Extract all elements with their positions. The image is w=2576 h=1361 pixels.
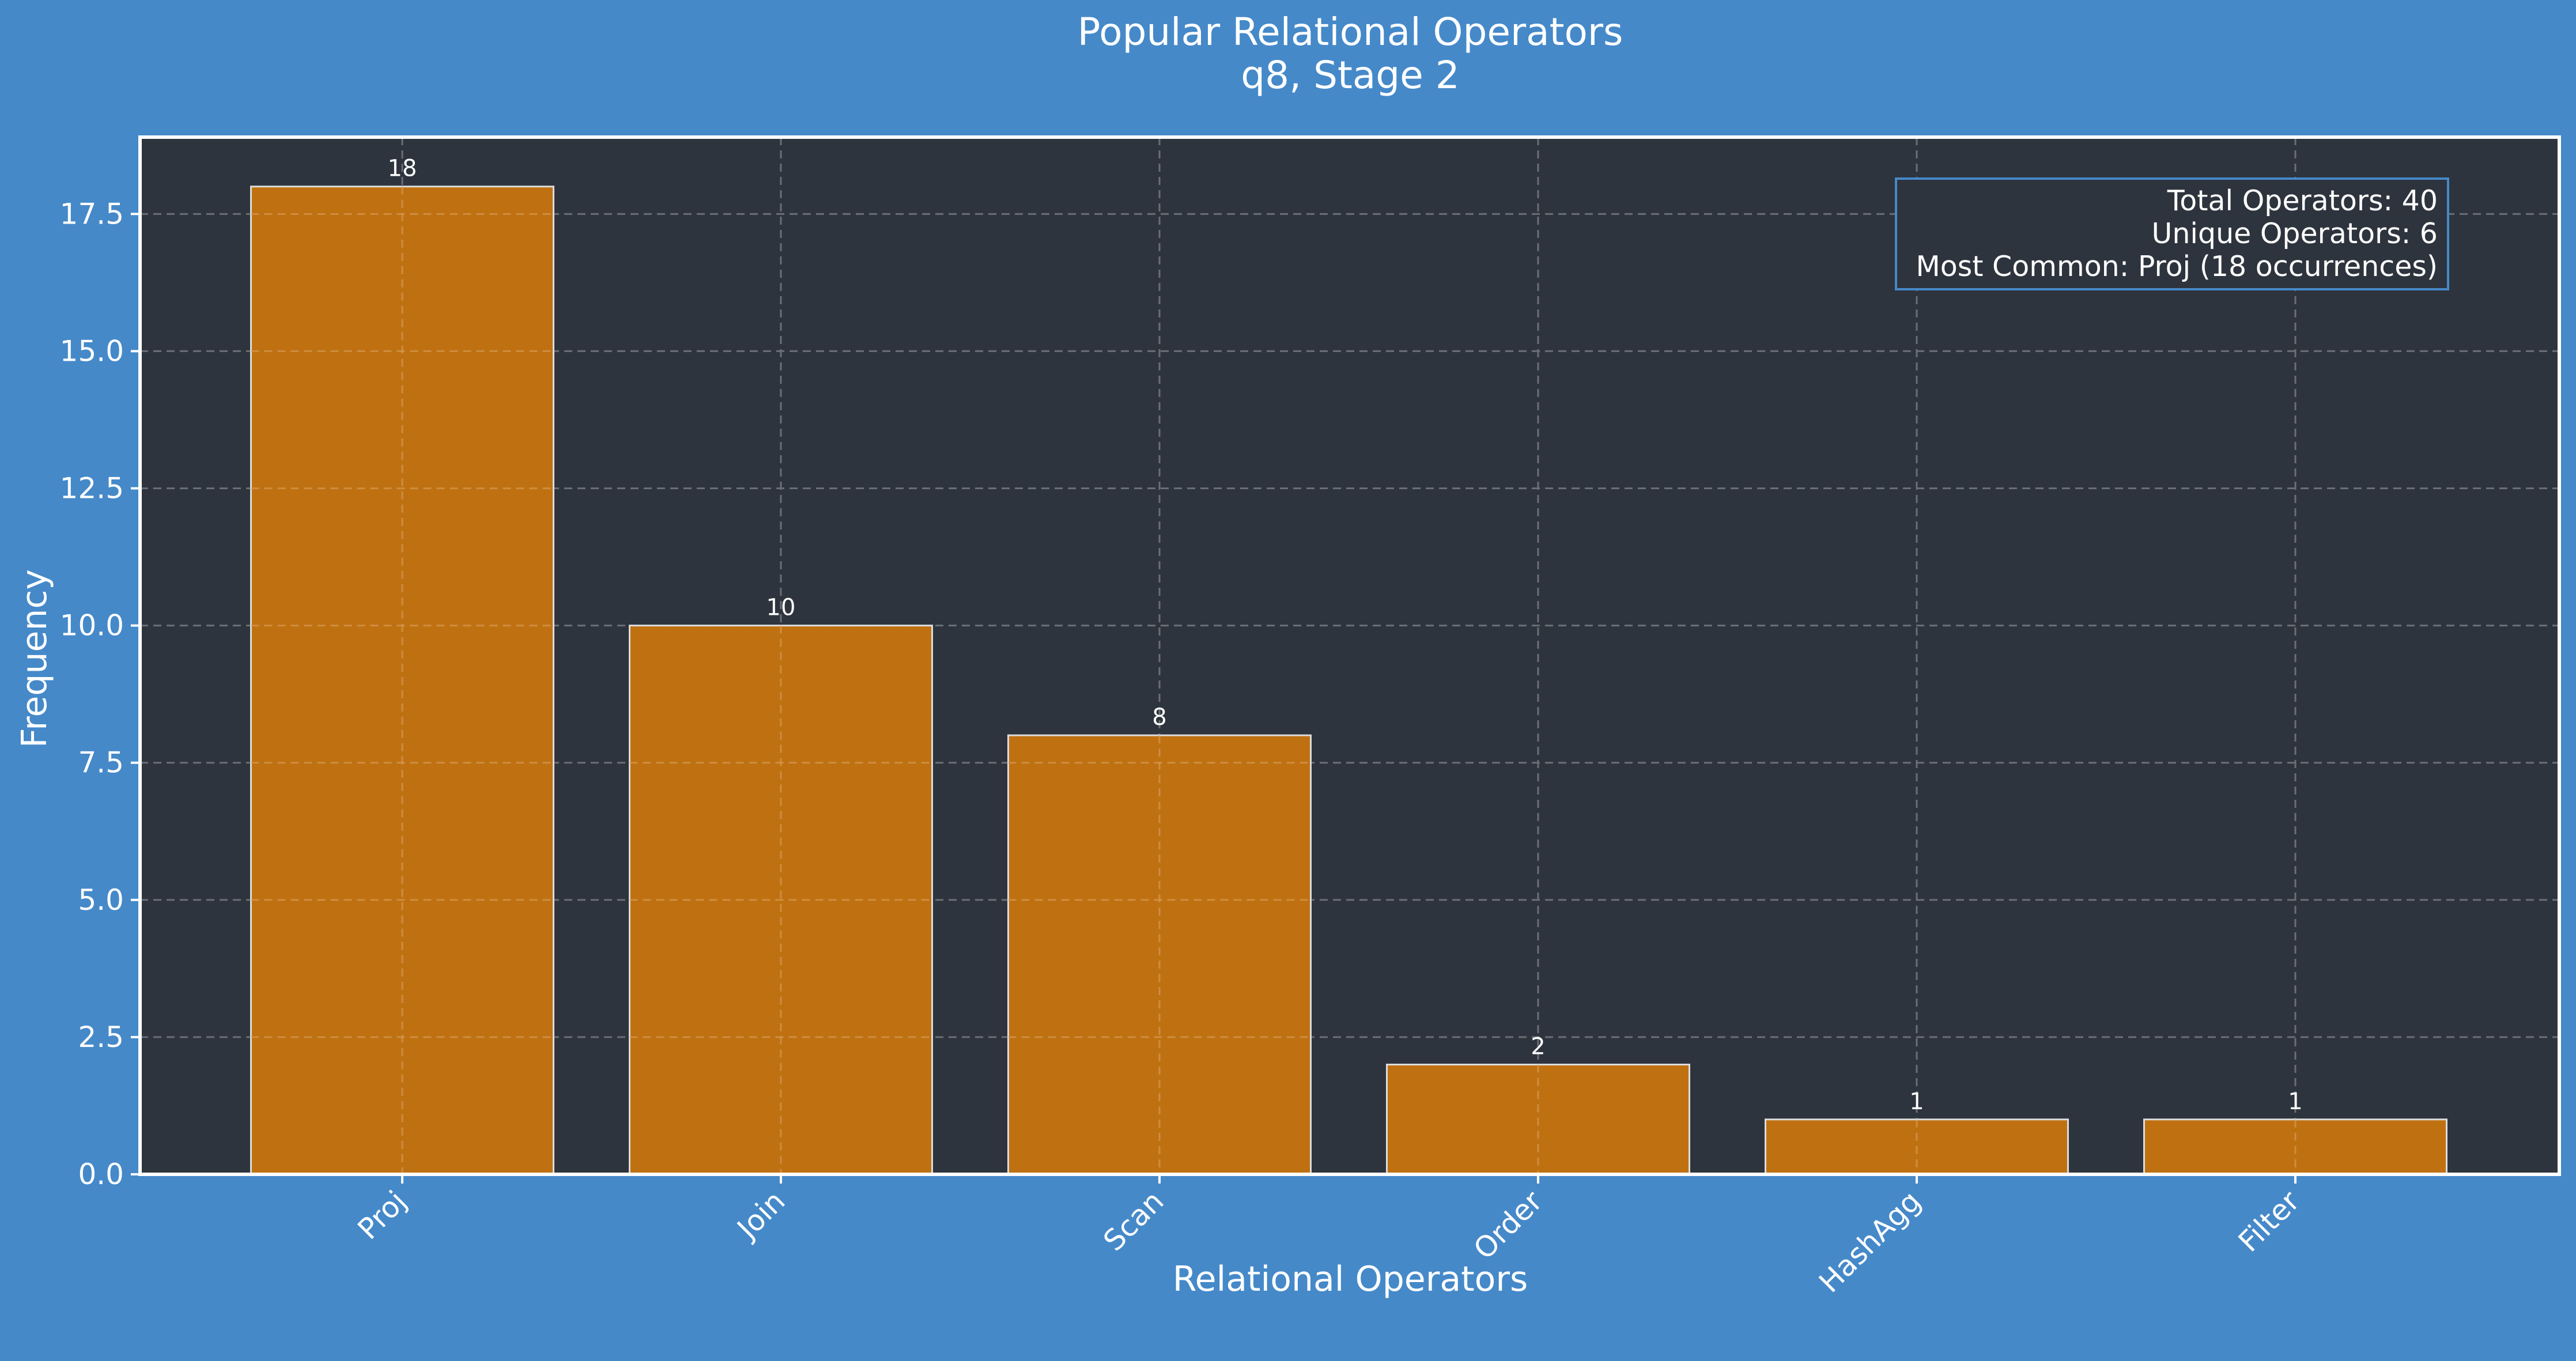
y-tick-label: 17.5 (60, 197, 124, 230)
y-tick-label: 12.5 (60, 472, 124, 505)
x-axis-label: Relational Operators (1173, 1259, 1528, 1299)
y-tick-label: 15.0 (60, 334, 124, 368)
y-axis-label: Frequency (14, 569, 55, 748)
stats-unique: Unique Operators: 6 (2151, 217, 2438, 250)
x-tick-label-hashagg: HashAgg (1812, 1184, 1927, 1299)
stats-box-frame (1895, 177, 2449, 290)
x-tick-label-order: Order (1467, 1184, 1549, 1266)
data-labels: 18 10 8 2 1 1 (388, 156, 2303, 1115)
data-label-hashagg: 1 (1909, 1088, 1924, 1115)
bars (250, 186, 2447, 1175)
stats-most-common: Most Common: Proj (18 occurrences) (1916, 250, 2438, 283)
x-tick-label-proj: Proj (352, 1184, 413, 1246)
data-label-scan: 8 (1152, 704, 1166, 731)
x-tick-label-filter: Filter (2232, 1184, 2306, 1258)
x-tick-label-join: Join (730, 1184, 791, 1246)
y-tick-label: 7.5 (78, 746, 124, 780)
plot-frame (138, 135, 2561, 1176)
y-axis-ticks: 0.0 2.5 5.0 7.5 10.0 12.5 15.0 17.5 (60, 197, 140, 1191)
y-tick-label: 2.5 (78, 1020, 124, 1054)
data-label-order: 2 (1531, 1034, 1545, 1060)
y-tick-label: 10.0 (60, 609, 124, 642)
data-label-proj: 18 (388, 156, 417, 182)
chart-subtitle: q8, Stage 2 (1241, 53, 1460, 97)
y-tick-label: 5.0 (78, 883, 124, 917)
stats-box: Total Operators: 40 Unique Operators: 6 … (1895, 177, 2449, 290)
chart-title: Popular Relational Operators (1078, 10, 1623, 54)
data-label-join: 10 (766, 595, 796, 621)
stats-total: Total Operators: 40 (2167, 184, 2438, 217)
y-tick-label: 0.0 (78, 1158, 124, 1191)
x-tick-label-scan: Scan (1097, 1184, 1170, 1257)
data-label-filter: 1 (2288, 1088, 2302, 1115)
